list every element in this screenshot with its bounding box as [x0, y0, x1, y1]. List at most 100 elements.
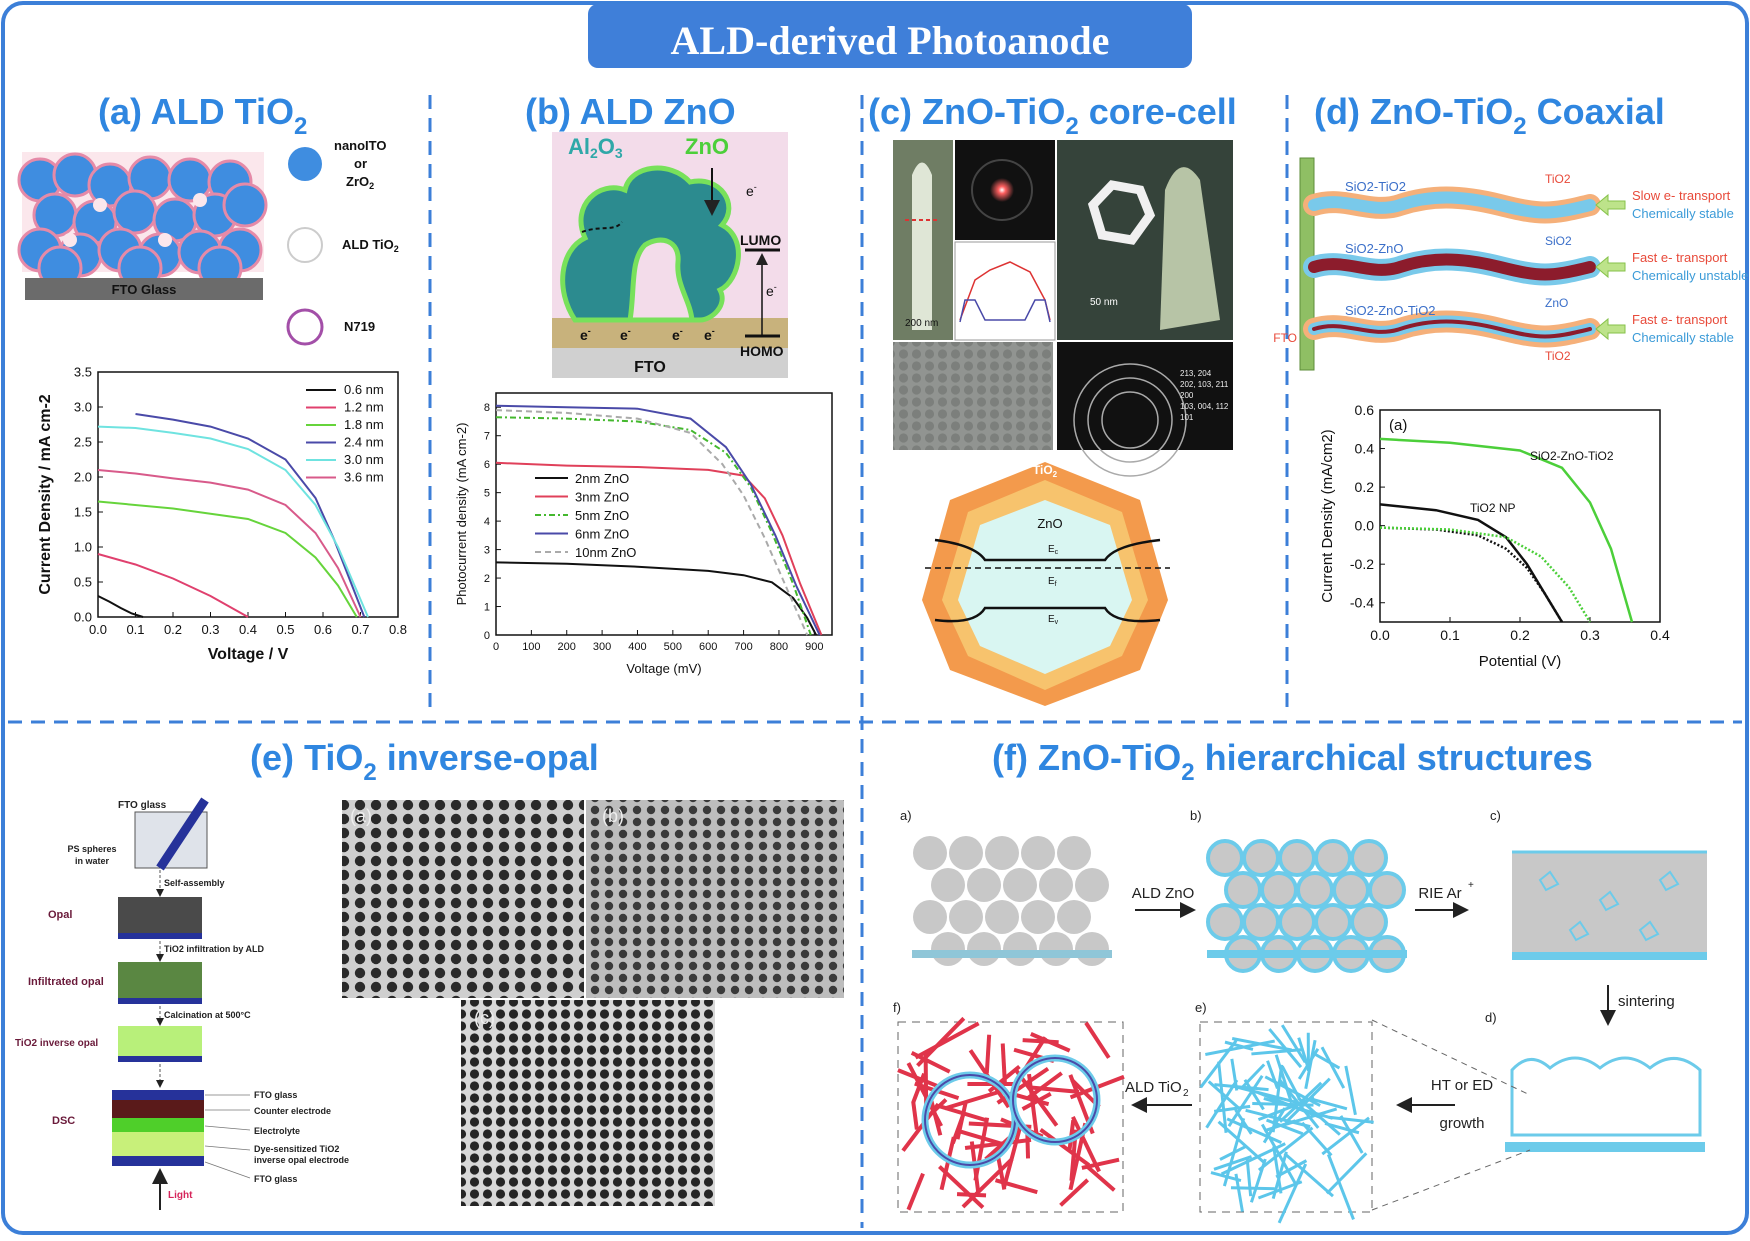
step-inverse-opal: TiO2 inverse opal: [15, 1038, 98, 1049]
sphere: [1244, 841, 1278, 875]
arrow-sintering: sintering: [1618, 993, 1675, 1010]
panel-b-schematic: Al2O3 ZnO e- LUMO HOMO e- e- e- e- e- FT…: [552, 132, 788, 378]
diffraction-index: 103, 004, 112: [1180, 402, 1229, 411]
wire-tag: SiO2: [1545, 234, 1572, 248]
x-tick-label: 0.0: [1370, 627, 1390, 643]
sphere: [1280, 905, 1314, 939]
y-tick-label: 7: [484, 431, 490, 443]
nanorod: [957, 1194, 986, 1195]
x-tick-label: 400: [628, 641, 646, 653]
y-axis-label: Current Density / mA cm-2: [37, 394, 54, 594]
nanoparticle: [114, 191, 156, 233]
y-tick-label: 4: [484, 516, 490, 528]
zno-core-label: ZnO: [1037, 516, 1062, 531]
sphere: [949, 900, 983, 934]
pore: [193, 193, 207, 207]
x-tick-label: 900: [805, 641, 823, 653]
step-ps-water: in water: [75, 856, 110, 866]
pore: [158, 233, 172, 247]
x-tick-label: 100: [522, 641, 540, 653]
sphere: [1208, 841, 1242, 875]
transport-note: Slow e- transport: [1632, 188, 1731, 203]
nanorod: [987, 1035, 989, 1073]
sem-label-c: (c): [474, 1008, 495, 1028]
legend-label: 5nm ZnO: [575, 508, 629, 523]
y-axis-label: Photocurrent density (mA cm-2): [454, 423, 469, 606]
inverse-opal: [118, 1026, 202, 1056]
legend-label: 3nm ZnO: [575, 490, 629, 505]
legend-label: 2.4 nm: [344, 435, 384, 450]
wire-tag: ZnO: [1545, 296, 1568, 310]
sphere: [1021, 836, 1055, 870]
diffraction-index: 213, 204: [1180, 369, 1212, 378]
sphere: [1003, 932, 1037, 966]
sphere: [1208, 905, 1242, 939]
wire-label: SiO2-TiO2: [1345, 179, 1406, 194]
sphere: [1352, 841, 1386, 875]
y-tick-label: 2.0: [74, 470, 92, 485]
diffraction-index: 200: [1180, 391, 1194, 400]
substrate: [912, 950, 1112, 958]
y-tick-label: 1.0: [74, 540, 92, 555]
sphere: [1226, 873, 1260, 907]
dsc-layer-label: Dye-sensitized TiO2: [254, 1144, 339, 1154]
legend-label: 1.8 nm: [344, 417, 384, 432]
transport-note: Fast e- transport: [1632, 312, 1728, 327]
legend-n719-label: N719: [344, 319, 375, 334]
y-tick-label: 3: [484, 544, 490, 556]
sphere: [1057, 900, 1091, 934]
wire-label: SiO2-ZnO-TiO2: [1345, 303, 1436, 318]
sphere: [1316, 841, 1350, 875]
page-title: ALD-derived Photoanode: [671, 18, 1110, 63]
stage-label-f: f): [893, 1000, 901, 1015]
transport-note: Fast e- transport: [1632, 250, 1728, 265]
plot-area: [496, 393, 832, 635]
panel-b-title: (b) ALD ZnO: [525, 91, 736, 132]
etched-block: [1512, 852, 1707, 952]
legend-label: 3.6 nm: [344, 470, 384, 485]
y-tick-label: 0.6: [1355, 402, 1375, 418]
arrow-growth: growth: [1439, 1115, 1484, 1132]
sphere: [1003, 868, 1037, 902]
dsc-layer-label: Counter electrode: [254, 1106, 331, 1116]
pore: [63, 233, 77, 247]
sphere: [1075, 932, 1109, 966]
sem-label-b: (b): [602, 806, 624, 826]
y-tick-label: 1.5: [74, 505, 92, 520]
sphere: [985, 836, 1019, 870]
y-tick-label: 1: [484, 601, 490, 613]
nanoparticle: [169, 159, 211, 201]
nanoparticle: [224, 184, 266, 226]
series-label-sio2-zno-tio2: SiO2-ZnO-TiO2: [1530, 449, 1614, 463]
stage-label-c: c): [1490, 808, 1501, 823]
x-tick-label: 0.2: [1510, 627, 1530, 643]
sphere: [1370, 873, 1404, 907]
stability-note: Chemically unstable: [1632, 268, 1748, 283]
sem-image-a: [342, 800, 584, 998]
sphere: [913, 900, 947, 934]
homo-label: HOMO: [740, 343, 784, 359]
x-axis-label: Voltage (mV): [626, 661, 701, 676]
sphere: [1075, 868, 1109, 902]
wire-tag-bottom: TiO2: [1545, 349, 1571, 363]
sphere: [967, 932, 1001, 966]
opal-stack: [118, 897, 202, 933]
scale-bar-50nm: 50 nm: [1090, 297, 1118, 308]
step-infiltration: TiO2 infiltration by ALD: [164, 944, 265, 954]
arrow-rie-ar: RIE Ar: [1418, 885, 1461, 902]
light-label: Light: [168, 1190, 193, 1201]
arrow-rie-ar-sup: +: [1468, 880, 1474, 891]
x-tick-label: 600: [699, 641, 717, 653]
sphere: [1021, 900, 1055, 934]
step-ps-spheres: PS spheres: [67, 844, 116, 854]
arrow-ht-ed: HT or ED: [1431, 1077, 1493, 1094]
x-tick-label: 0.1: [1440, 627, 1460, 643]
y-tick-label: 0.4: [1355, 440, 1375, 456]
zno-label: ZnO: [685, 134, 729, 159]
y-tick-label: 2.5: [74, 435, 92, 450]
sphere: [1352, 905, 1386, 939]
legend-nanoito-swatch: [288, 147, 322, 181]
